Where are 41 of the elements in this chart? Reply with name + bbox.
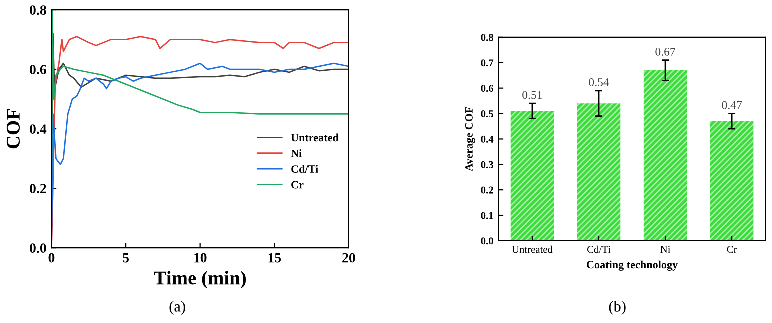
x-tick-label: Cr xyxy=(727,246,738,254)
legend-label: Cr xyxy=(292,181,304,189)
y-tick-label: 0.8 xyxy=(30,6,46,16)
data-label: 0.51 xyxy=(522,91,542,100)
legend-label: Untreated xyxy=(291,134,339,142)
x-axis-title: Time (min) xyxy=(154,271,246,289)
y-tick-label: 0.4 xyxy=(481,136,494,143)
legend-label: Ni xyxy=(291,150,302,158)
y-axis-title: Average COF xyxy=(465,107,476,172)
y-tick-label: 0.0 xyxy=(481,238,494,245)
bar xyxy=(577,104,621,241)
x-tick-label: Untreated xyxy=(512,246,553,254)
y-tick-label: 0.4 xyxy=(30,124,47,134)
y-tick-label: 0.5 xyxy=(481,110,494,118)
bar xyxy=(710,121,754,241)
y-axis-title: COF xyxy=(6,109,20,149)
text: (b) xyxy=(609,301,626,315)
legend-label: Cd/Ti xyxy=(292,165,318,174)
data-label: 0.47 xyxy=(722,101,742,110)
x-tick-label: 5 xyxy=(123,253,129,263)
data-label: 0.67 xyxy=(656,48,676,56)
x-tick-label: 15 xyxy=(268,253,282,263)
y-tick-label: 0.2 xyxy=(481,186,494,194)
x-tick-label: 10 xyxy=(194,253,207,263)
y-tick-label: 0.3 xyxy=(481,161,494,168)
y-tick-label: 0.8 xyxy=(481,34,494,42)
text: (a) xyxy=(170,301,186,315)
y-tick-label: 0.0 xyxy=(30,244,46,254)
bar xyxy=(510,111,554,241)
y-tick-label: 0.2 xyxy=(30,184,46,194)
y-tick-label: 0.7 xyxy=(481,60,494,67)
x-tick-label: Ni xyxy=(660,246,671,254)
x-tick-label: 20 xyxy=(342,253,356,263)
data-label: 0.54 xyxy=(589,78,610,87)
y-tick-label: 0.6 xyxy=(481,85,494,92)
x-axis-title: Coating technology xyxy=(586,260,678,271)
y-tick-label: 0.6 xyxy=(30,65,46,75)
y-tick-label: 0.1 xyxy=(481,212,494,220)
x-tick-label: Cd/Ti xyxy=(587,246,611,254)
bar xyxy=(644,70,688,241)
x-tick-label: 0 xyxy=(48,253,55,263)
